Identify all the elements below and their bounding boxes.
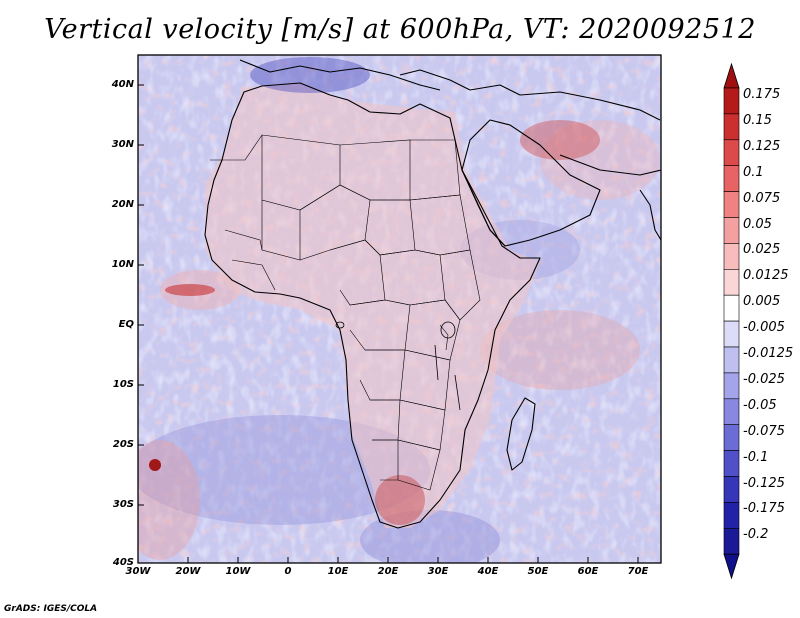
colorbar-swatch [723, 139, 740, 167]
axis-ticks [138, 84, 639, 563]
lat-label: EQ [118, 319, 134, 330]
lon-label: 20W [175, 566, 201, 577]
lat-label: 10N [111, 259, 134, 270]
colorbar-label: 0.175 [743, 87, 781, 102]
lon-label: 60E [577, 566, 599, 577]
lat-label: 20N [111, 199, 134, 210]
colorbar-swatch [723, 113, 740, 141]
colorbar-swatch [723, 450, 740, 477]
velocity-field [138, 55, 661, 563]
plot-frame [137, 54, 662, 564]
country-borders [210, 134, 481, 491]
colorbar-label: -0.05 [743, 397, 777, 413]
colorbar [723, 62, 740, 580]
colorbar-label: -0.2 [743, 527, 769, 543]
lon-label: 50E [527, 566, 549, 577]
lat-label: 20S [112, 439, 134, 450]
colorbar-max-triangle [723, 62, 740, 89]
colorbar-label: 0.075 [743, 190, 781, 206]
colorbar-label: -0.0125 [743, 346, 794, 361]
credit-label: GrADS: IGES/COLA [4, 604, 98, 614]
colorbar-swatch [723, 398, 740, 425]
colorbar-label: -0.1 [743, 449, 769, 465]
colorbar-min-triangle [723, 553, 740, 580]
colorbar-label: -0.175 [743, 501, 785, 517]
colorbar-swatch [723, 372, 740, 400]
lat-label: 10S [112, 379, 134, 390]
lon-label: 30W [125, 566, 151, 577]
lon-label: 40E [477, 566, 499, 577]
colorbar-label: 0.1 [743, 164, 764, 180]
colorbar-swatch [723, 268, 740, 296]
lon-label: 20E [377, 566, 399, 577]
colorbar-label: 0.125 [743, 138, 781, 154]
colorbar-label: -0.125 [743, 475, 785, 491]
colorbar-swatch [723, 527, 740, 555]
colorbar-label: 0.0125 [743, 268, 789, 284]
lat-label: 30N [111, 139, 134, 150]
colorbar-swatch [723, 346, 740, 374]
colorbar-swatch [723, 191, 740, 218]
colorbar-swatch [723, 424, 740, 451]
lat-label: 40S [112, 557, 134, 568]
lon-label: 30E [427, 566, 449, 577]
colorbar-swatch [723, 165, 740, 192]
colorbar-label: -0.075 [743, 423, 785, 439]
colorbar-label: -0.005 [743, 320, 785, 336]
lat-label: 40N [111, 79, 134, 90]
colorbar-label: 0.15 [743, 112, 772, 128]
coastlines [204, 59, 661, 529]
colorbar-swatch [723, 243, 740, 270]
colorbar-label: 0.025 [743, 242, 781, 258]
lon-label: 70E [627, 566, 649, 577]
colorbar-label: 0.05 [743, 216, 772, 232]
colorbar-swatch [723, 217, 740, 244]
colorbar-label: -0.025 [743, 371, 785, 387]
lon-label: 10E [327, 566, 349, 577]
lakes [335, 321, 461, 411]
lon-label: 10W [225, 566, 251, 577]
colorbar-swatch [723, 476, 740, 503]
lat-label: 30S [112, 499, 134, 510]
colorbar-swatch [723, 502, 740, 529]
colorbar-swatch [723, 294, 740, 322]
colorbar-swatch [723, 87, 740, 115]
map-title: Vertical velocity [m/s] at 600hPa, VT: 2… [44, 14, 756, 45]
colorbar-label: 0.005 [743, 294, 781, 310]
lon-label: 0 [284, 566, 292, 577]
colorbar-swatch [723, 320, 740, 348]
